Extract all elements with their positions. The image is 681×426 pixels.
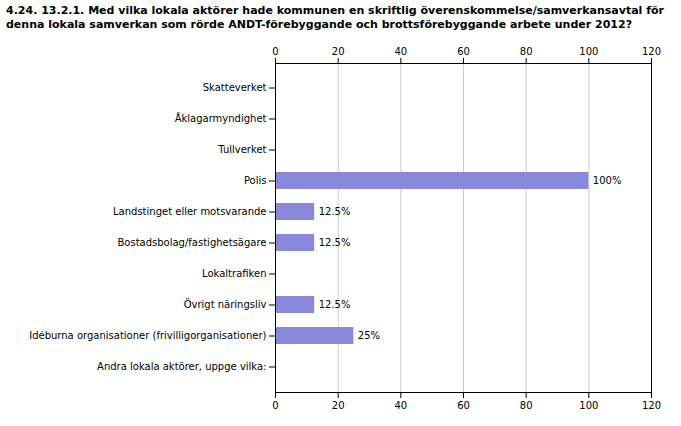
svg-text:12.5%: 12.5% [319,237,351,248]
svg-text:120: 120 [642,399,661,410]
html-text:4.24. 13.2.1. Med vilka lokala: 4.24. 13.2.1. Med vilka lokala aktörer h… [6,4,664,32]
svg-text:Skatteverket: Skatteverket [203,82,267,93]
svg-text:Polis: Polis [244,175,267,186]
svg-text:25%: 25% [358,330,380,341]
svg-text:Idéburna organisationer (frivi: Idéburna organisationer (frivilligorgani… [29,330,266,341]
svg-text:100: 100 [579,45,598,56]
svg-text:Åklagarmyndighet: Åklagarmyndighet [175,112,267,124]
svg-text:20: 20 [332,45,345,56]
svg-text:12.5%: 12.5% [319,299,351,310]
svg-text:Tullverket: Tullverket [217,144,266,155]
svg-text:40: 40 [394,399,407,410]
svg-text:20: 20 [332,399,345,410]
svg-text:40: 40 [394,45,407,56]
svg-text:60: 60 [457,45,470,56]
svg-text:Övrigt näringsliv: Övrigt näringsliv [184,298,267,310]
svg-text:Landstinget eller motsvarande: Landstinget eller motsvarande [113,206,267,217]
svg-text:Andra lokala aktörer, uppge vi: Andra lokala aktörer, uppge vilka: [97,361,266,372]
svg-text:Lokaltrafiken: Lokaltrafiken [202,268,266,279]
svg-text:Bostadsbolag/fastighetsägare: Bostadsbolag/fastighetsägare [117,237,266,248]
svg-text:100: 100 [579,399,598,410]
svg-text:0: 0 [272,399,278,410]
svg-text:12.5%: 12.5% [319,206,351,217]
svg-text:120: 120 [642,45,661,56]
svg-text:80: 80 [520,399,533,410]
svg-text:0: 0 [272,45,278,56]
svg-text:80: 80 [520,45,533,56]
svg-text:100%: 100% [593,175,622,186]
svg-text:60: 60 [457,399,470,410]
